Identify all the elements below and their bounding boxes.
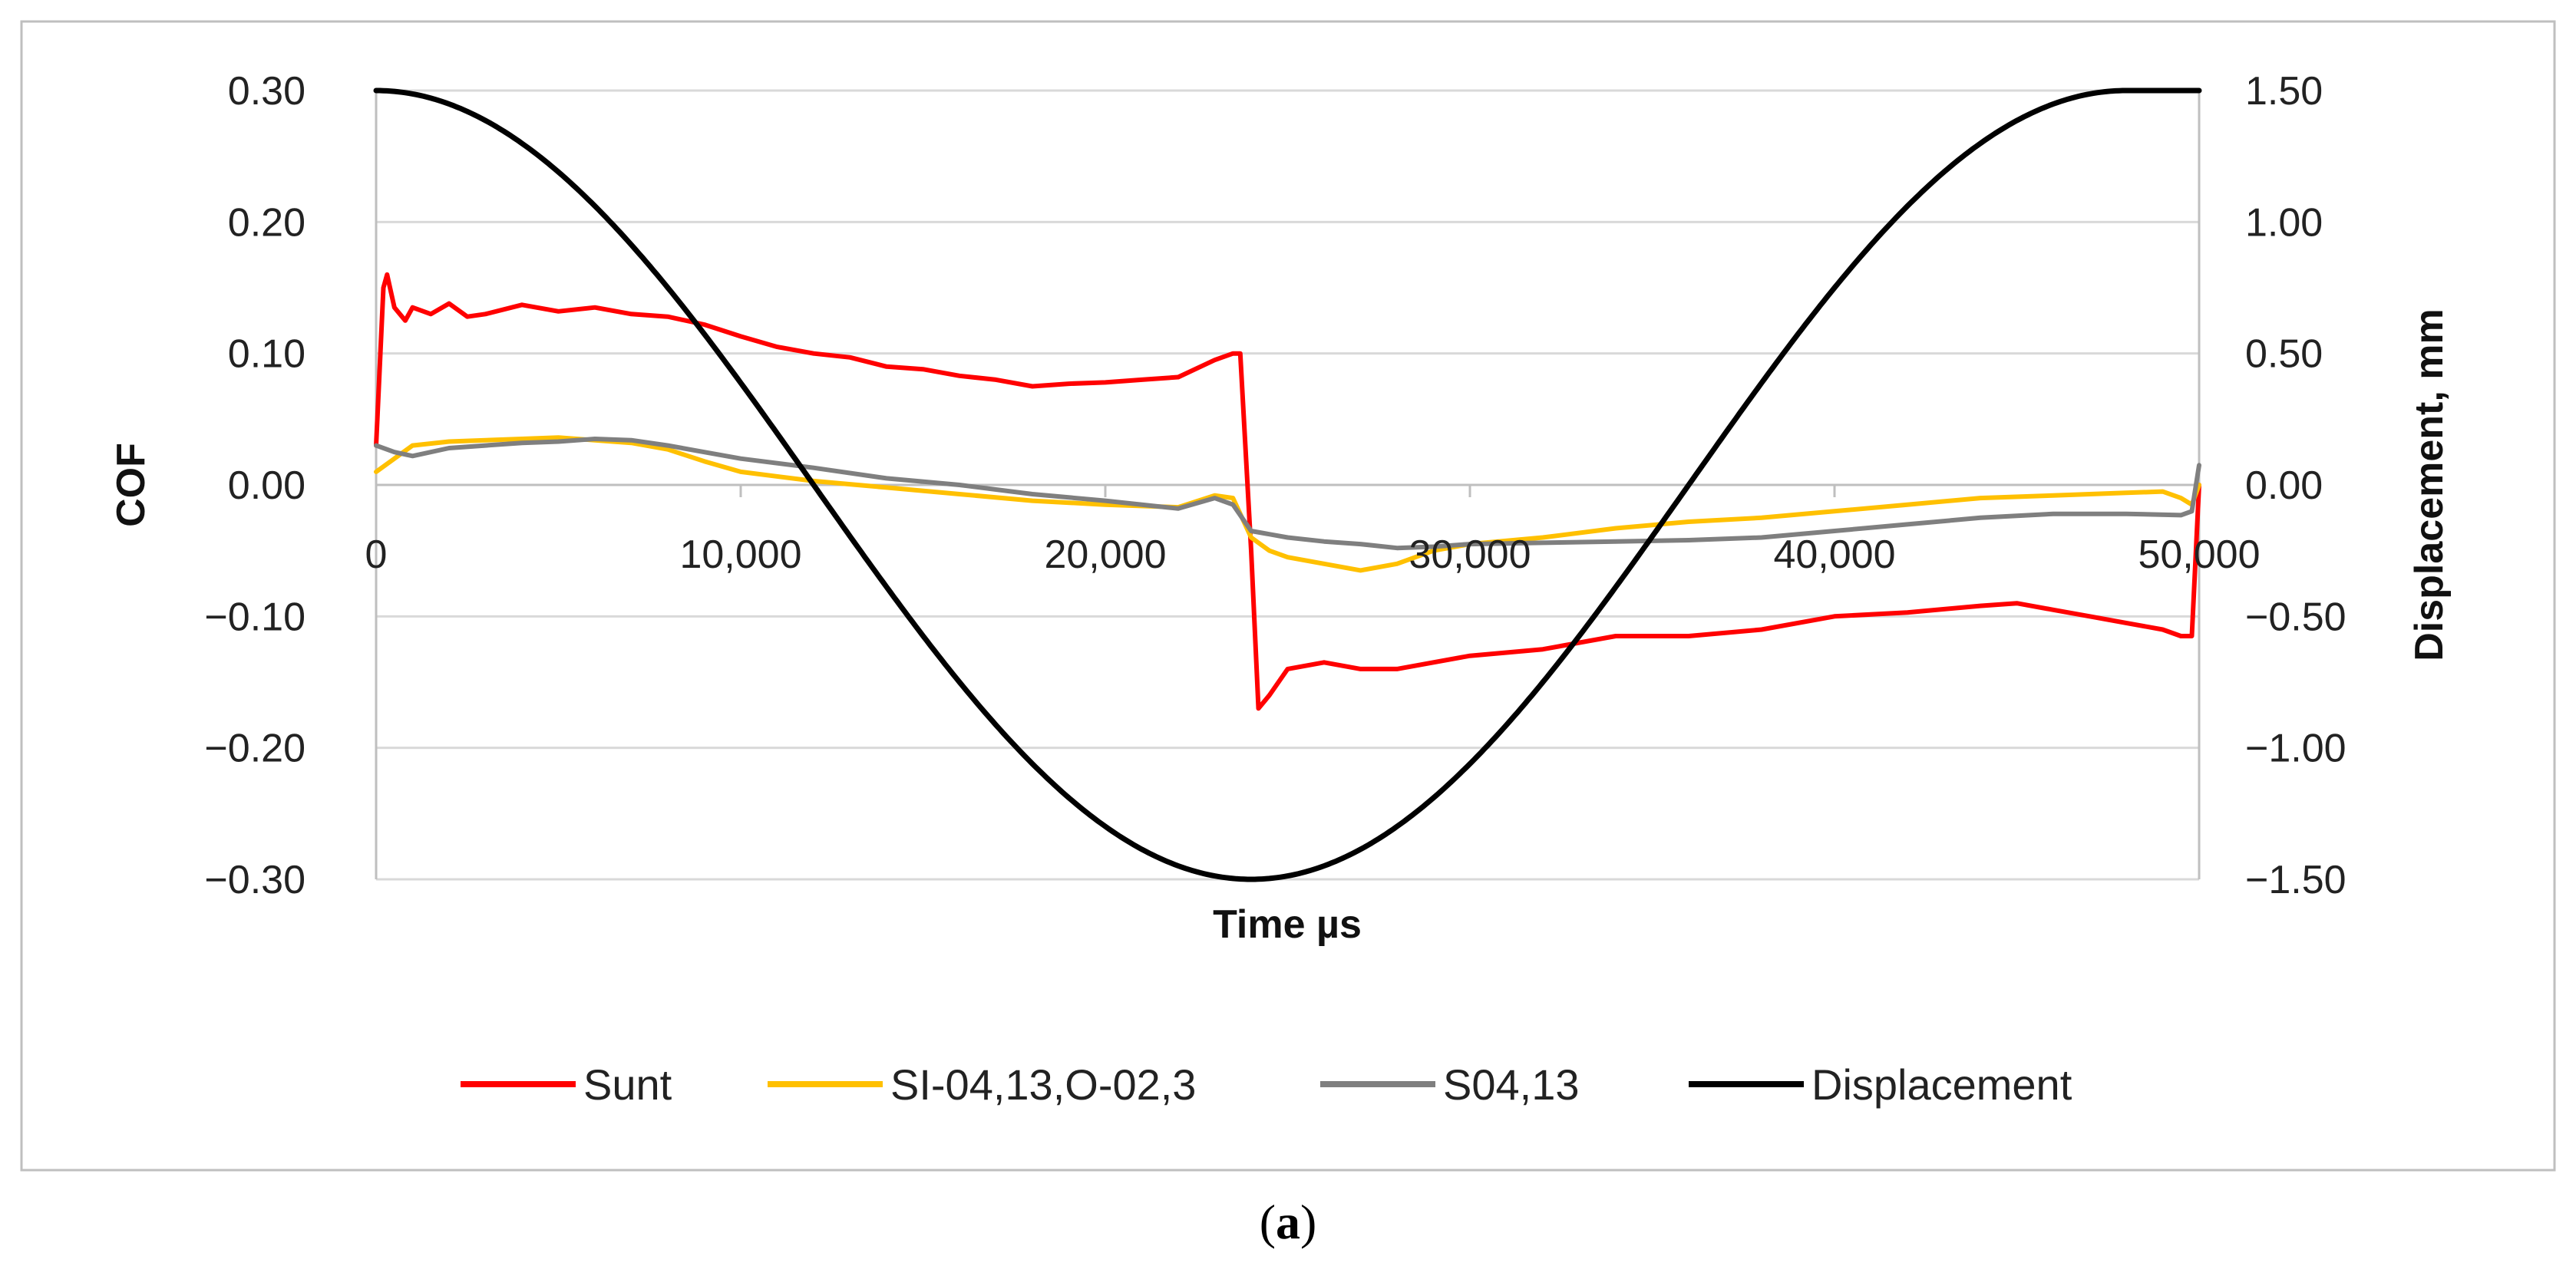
y-left-tick-label: −0.30 xyxy=(204,858,305,902)
series-layer xyxy=(373,87,2202,882)
series-line-displacement xyxy=(373,87,2202,882)
y-right-tick-labels: 1.50 1.00 0.50 0.00 −0.50 −1.00 −1.50 xyxy=(2245,69,2346,902)
legend-label-si-04-13-o-02-3: SI-04,13,O-02,3 xyxy=(890,1060,1196,1109)
x-axis-title: Time µs xyxy=(1213,902,1362,947)
y-left-tick-label: 0.30 xyxy=(228,69,305,114)
y-right-tick-label: 0.00 xyxy=(2245,463,2323,508)
x-tick-label: 50,000 xyxy=(2138,532,2260,577)
legend: Sunt SI-04,13,O-02,3 S04,13 Displacement xyxy=(461,1060,2072,1109)
y-right-tick-label: 1.50 xyxy=(2245,69,2323,114)
legend-label-s04-13: S04,13 xyxy=(1443,1060,1580,1109)
chart-frame xyxy=(20,20,2556,1172)
x-tick-label: 30,000 xyxy=(1409,532,1531,577)
y-left-tick-label: −0.10 xyxy=(204,595,305,639)
figure-caption: (a) xyxy=(1260,1195,1317,1249)
x-tick-label: 20,000 xyxy=(1044,532,1166,577)
x-tick-label: 0 xyxy=(365,532,388,577)
legend-label-sunt: Sunt xyxy=(583,1060,672,1109)
legend-label-displacement: Displacement xyxy=(1811,1060,2072,1109)
y-right-tick-label: −1.00 xyxy=(2245,727,2346,771)
y-right-tick-label: −1.50 xyxy=(2245,858,2346,902)
x-tickmarks xyxy=(375,485,2201,497)
y-right-tick-label: 0.50 xyxy=(2245,332,2323,377)
x-tick-label: 10,000 xyxy=(679,532,801,577)
y-left-tick-labels: 0.30 0.20 0.10 0.00 −0.10 −0.20 −0.30 xyxy=(204,69,305,902)
y-right-tick-label: 1.00 xyxy=(2245,200,2323,245)
y-right-tick-label: −0.50 xyxy=(2245,595,2346,639)
series-line-sunt xyxy=(374,272,2201,711)
y-left-tick-label: 0.00 xyxy=(228,463,305,508)
y-left-tick-label: 0.20 xyxy=(228,200,305,245)
y-left-tick-label: 0.10 xyxy=(228,332,305,377)
series-line-s04-13 xyxy=(374,437,2201,551)
y-left-axis-title: COF xyxy=(109,443,154,527)
x-tick-labels: 0 10,000 20,000 30,000 40,000 50,000 xyxy=(365,532,2261,577)
x-tick-label: 40,000 xyxy=(1773,532,1895,577)
y-left-tick-label: −0.20 xyxy=(204,727,305,771)
y-right-axis-title: Displacement, mm xyxy=(2407,308,2452,661)
